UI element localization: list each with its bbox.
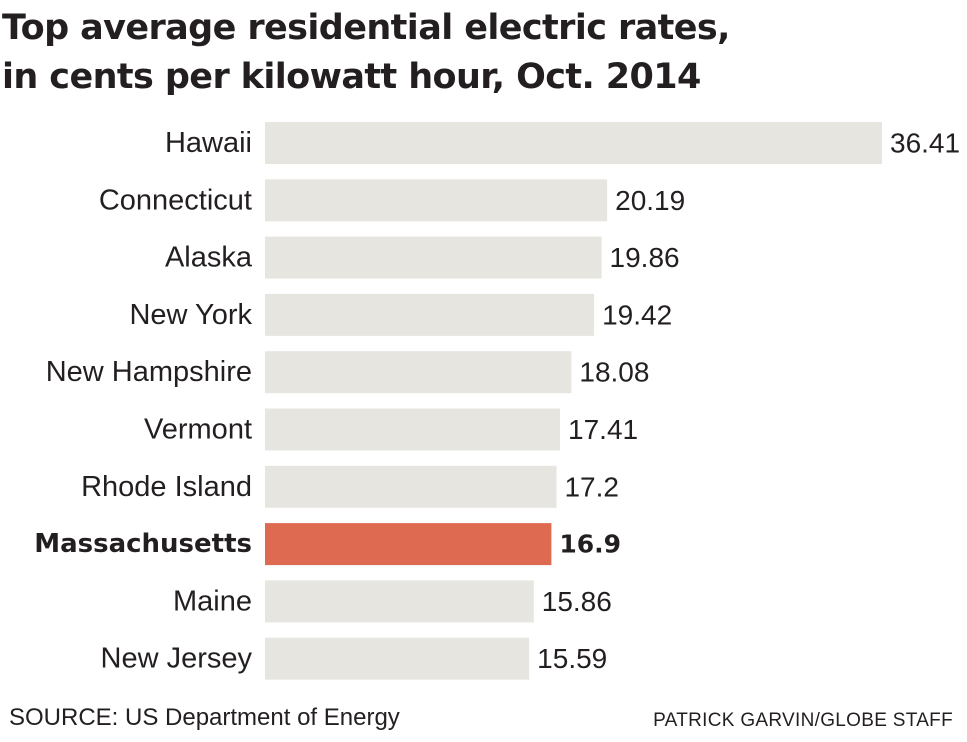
bar-hawaii xyxy=(265,122,882,164)
category-label-hawaii: Hawaii xyxy=(165,127,252,159)
category-label-new-jersey: New Jersey xyxy=(101,643,253,675)
source-note: SOURCE: US Department of Energy xyxy=(9,704,400,731)
bar-maine xyxy=(265,580,534,623)
value-label-new-york: 19.42 xyxy=(602,299,672,330)
value-label-connecticut: 20.19 xyxy=(615,185,685,216)
bar-alaska xyxy=(265,236,602,279)
category-label-vermont: Vermont xyxy=(144,414,252,446)
category-label-massachusetts: Massachusetts xyxy=(34,529,252,559)
bar-massachusetts xyxy=(265,523,552,566)
value-label-alaska: 19.86 xyxy=(610,242,680,273)
category-label-new-york: New York xyxy=(129,299,252,331)
bar-connecticut xyxy=(265,179,608,222)
category-label-alaska: Alaska xyxy=(165,242,253,274)
chart-title-line-2: in cents per kilowatt hour, Oct. 2014 xyxy=(2,57,701,97)
value-label-rhode-island: 17.2 xyxy=(564,471,619,502)
value-label-new-jersey: 15.59 xyxy=(537,643,607,674)
category-label-rhode-island: Rhode Island xyxy=(81,471,252,503)
bar-rhode-island xyxy=(265,465,557,508)
value-label-massachusetts: 16.9 xyxy=(559,530,621,559)
staff-credit: PATRICK GARVIN/GLOBE STAFF xyxy=(653,710,953,731)
value-label-hawaii: 36.41 xyxy=(890,128,960,159)
chart-title: Top average residential electric rates, … xyxy=(2,4,962,102)
category-label-connecticut: Connecticut xyxy=(99,184,252,216)
category-label-new-hampshire: New Hampshire xyxy=(46,356,252,388)
value-label-maine: 15.86 xyxy=(542,586,612,617)
value-label-vermont: 17.41 xyxy=(568,414,638,445)
chart-title-line-1: Top average residential electric rates, xyxy=(2,8,730,48)
bar-new-york xyxy=(265,293,595,336)
bar-new-jersey xyxy=(265,637,530,680)
value-label-new-hampshire: 18.08 xyxy=(579,357,649,388)
bar-vermont xyxy=(265,408,561,451)
category-label-maine: Maine xyxy=(173,585,252,617)
bar-new-hampshire xyxy=(265,351,572,394)
